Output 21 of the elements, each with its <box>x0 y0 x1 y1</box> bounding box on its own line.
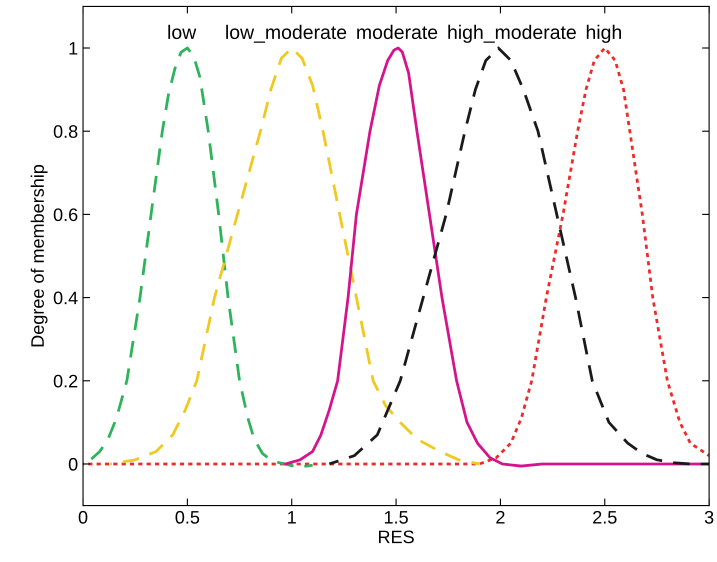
series-label: high <box>586 24 621 43</box>
x-tick-label: 2 <box>496 510 505 524</box>
y-tick-label: 1 <box>70 42 78 55</box>
x-tick-label: 0.5 <box>176 510 200 524</box>
series-label: high_moderate <box>448 24 576 43</box>
y-tick-label: 0.8 <box>54 125 78 138</box>
series-label: moderate <box>357 24 438 40</box>
x-axis-title: RES <box>378 530 414 544</box>
y-tick-label: 0 <box>68 458 78 471</box>
x-tick-label: 1 <box>288 511 296 524</box>
series-label: low <box>168 24 196 40</box>
x-tick-label: 1.5 <box>384 511 408 524</box>
y-tick-label: 0.6 <box>54 208 78 222</box>
y-tick-label: 0.2 <box>54 374 78 388</box>
x-tick-label: 2.5 <box>593 510 617 524</box>
line-series <box>83 46 710 466</box>
x-tick-label: 0 <box>78 510 88 524</box>
y-axis-title: Degree of membership <box>30 164 48 346</box>
y-tick-label: 0.4 <box>54 292 78 304</box>
x-tick-label: 3 <box>704 510 714 524</box>
series-label: low_moderate <box>226 24 346 43</box>
